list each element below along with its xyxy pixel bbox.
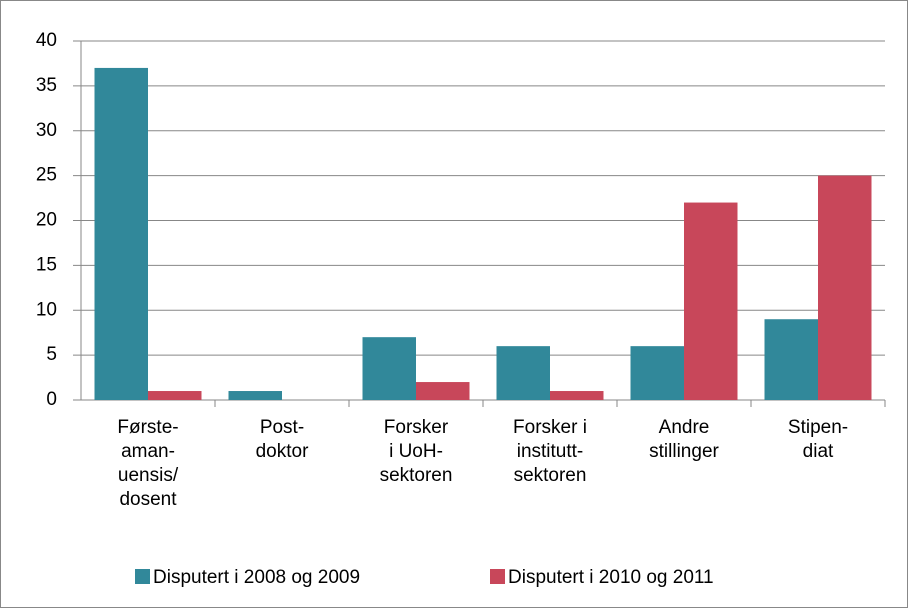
bar	[362, 337, 416, 400]
x-tick-label: Post-doktor	[256, 417, 309, 462]
bar	[684, 202, 738, 400]
bar	[550, 391, 604, 400]
legend-swatch	[135, 569, 150, 584]
bar	[764, 319, 818, 400]
x-tick-label: Første-aman-uensis/dosent	[117, 417, 178, 510]
x-tick-label: Andre stillinger	[649, 417, 719, 462]
y-tick-label: 10	[36, 299, 57, 320]
bar	[630, 346, 684, 400]
y-tick-label: 15	[36, 254, 57, 275]
bar	[228, 391, 282, 400]
y-tick-label: 40	[36, 30, 57, 51]
bar	[496, 346, 550, 400]
legend-label: Disputert i 2008 og 2009	[153, 567, 360, 588]
bar	[94, 67, 148, 401]
y-tick-label: 35	[36, 75, 57, 96]
bar	[818, 175, 872, 400]
bar	[148, 391, 202, 400]
x-tick-label: Stipen-diat	[788, 417, 848, 462]
legend-swatch	[490, 569, 505, 584]
x-tick-label: Forsker i UoH-sektoren	[380, 417, 453, 486]
legend-label: Disputert i 2010 og 2011	[508, 567, 714, 588]
y-tick-label: 25	[36, 165, 57, 186]
y-tick-label: 0	[46, 389, 57, 410]
bar	[416, 382, 470, 400]
y-tick-label: 30	[36, 120, 57, 141]
y-tick-label: 20	[36, 210, 57, 231]
x-tick-label: Forsker i institutt-sektoren	[513, 417, 587, 486]
y-tick-label: 5	[46, 344, 57, 365]
